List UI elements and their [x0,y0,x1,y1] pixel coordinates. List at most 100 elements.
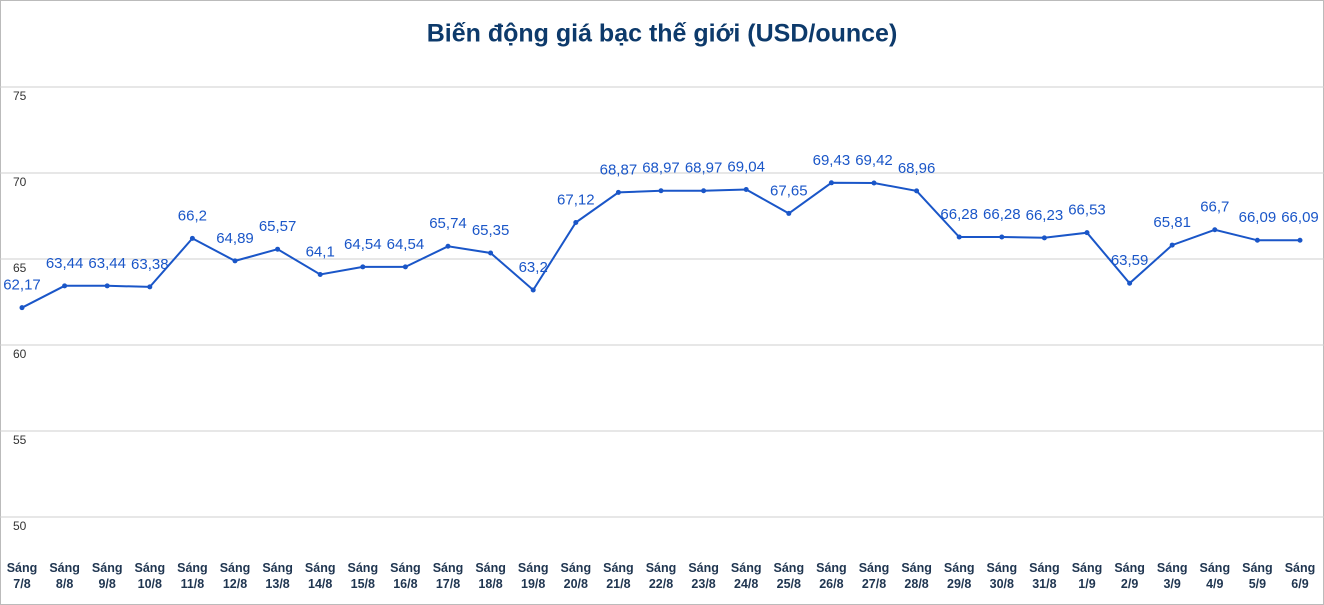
data-label: 64,1 [306,243,335,260]
x-tick-label: Sáng 1/9 [1071,561,1103,591]
x-tick-label: Sáng 5/9 [1242,561,1273,591]
point [189,235,195,241]
data-label: 68,87 [600,161,638,178]
data-label: 67,12 [557,192,595,209]
x-tick-label: Sáng 31/8 [1029,561,1060,591]
data-label: 65,35 [472,222,510,239]
point [999,234,1005,240]
point [275,246,281,252]
point [488,250,494,256]
x-tick-label: Sáng 25/8 [773,561,805,591]
x-tick-label: Sáng 7/8 [6,561,38,591]
point [573,220,579,226]
x-tick-label: Sáng 24/8 [730,561,762,591]
point [62,283,68,289]
x-tick-label: Sáng 9/8 [91,561,123,591]
data-label: 66,28 [940,206,978,223]
x-tick-label: Sáng 19/8 [517,561,549,591]
x-tick-label: Sáng 4/9 [1199,561,1231,591]
data-label: 64,54 [387,236,425,253]
point [1169,242,1175,248]
x-tick-label: Sáng 28/8 [901,561,932,591]
data-label: 66,09 [1239,209,1277,226]
point [1084,230,1090,236]
data-label: 63,59 [1111,252,1149,269]
x-tick-label: Sáng 26/8 [816,561,847,591]
x-tick-label: Sáng 12/8 [219,561,251,591]
data-label: 64,89 [216,230,254,247]
point [530,287,536,293]
point [956,234,962,240]
x-tick-label: Sáng 2/9 [1114,561,1145,591]
y-tick-label: 60 [13,347,27,361]
data-label: 65,74 [429,215,467,232]
point [658,188,664,194]
y-tick-label: 50 [13,519,27,533]
point [701,188,707,194]
data-label: 66,7 [1200,199,1229,216]
data-label: 66,2 [178,207,207,224]
point [615,189,621,195]
x-tick-label: Sáng 21/8 [603,561,634,591]
point [1254,237,1260,243]
y-tick-label: 70 [13,175,27,189]
point [402,264,408,270]
x-tick-label: Sáng 10/8 [134,561,166,591]
data-label: 66,09 [1281,209,1319,226]
x-tick-label: Sáng 8/8 [49,561,80,591]
chart-title: Biến động giá bạc thế giới (USD/ounce) [427,20,898,48]
point [743,187,749,193]
x-tick-label: Sáng 18/8 [475,561,506,591]
x-tick-label: Sáng 6/9 [1284,561,1316,591]
x-tick-label: Sáng 16/8 [390,561,421,591]
point [914,188,920,194]
point [104,283,110,289]
point [871,180,877,186]
point [147,284,153,290]
point [317,271,323,277]
point [828,180,834,186]
x-tick-label: Sáng 22/8 [645,561,677,591]
point [19,305,25,311]
y-tick-label: 75 [13,89,27,103]
data-label: 68,96 [898,160,936,177]
point [1212,227,1218,233]
data-label: 65,57 [259,218,297,235]
data-label: 63,2 [519,259,548,276]
x-tick-label: Sáng 30/8 [986,561,1018,591]
data-label: 63,44 [46,255,84,272]
x-tick-label: Sáng 27/8 [858,561,890,591]
x-tick-label: Sáng 17/8 [432,561,464,591]
x-tick-label: Sáng 14/8 [304,561,336,591]
data-label: 66,23 [1026,207,1064,224]
data-label: 64,54 [344,236,382,253]
data-label: 66,28 [983,206,1021,223]
point [360,264,366,270]
data-label: 63,44 [88,255,126,272]
x-tick-label: Sáng 29/8 [943,561,975,591]
y-tick-label: 55 [13,433,27,447]
x-tick-label: Sáng 13/8 [262,561,293,591]
point [445,243,451,249]
data-label: 68,97 [642,160,680,177]
point [1297,237,1303,243]
data-label: 63,38 [131,256,169,273]
x-tick-label: Sáng 11/8 [177,561,208,591]
data-label: 69,42 [855,152,893,169]
y-tick-label: 65 [13,261,27,275]
data-label: 69,43 [813,152,851,169]
x-tick-label: Sáng 20/8 [560,561,592,591]
x-tick-label: Sáng 3/9 [1156,561,1188,591]
point [1041,235,1047,241]
point [1127,280,1133,286]
data-label: 67,65 [770,182,808,199]
data-label: 68,97 [685,160,723,177]
point [232,258,238,264]
data-label: 66,53 [1068,202,1106,219]
point [786,210,792,216]
x-tick-label: Sáng 15/8 [347,561,379,591]
data-label: 62,17 [3,277,41,294]
data-label: 65,81 [1153,214,1191,231]
